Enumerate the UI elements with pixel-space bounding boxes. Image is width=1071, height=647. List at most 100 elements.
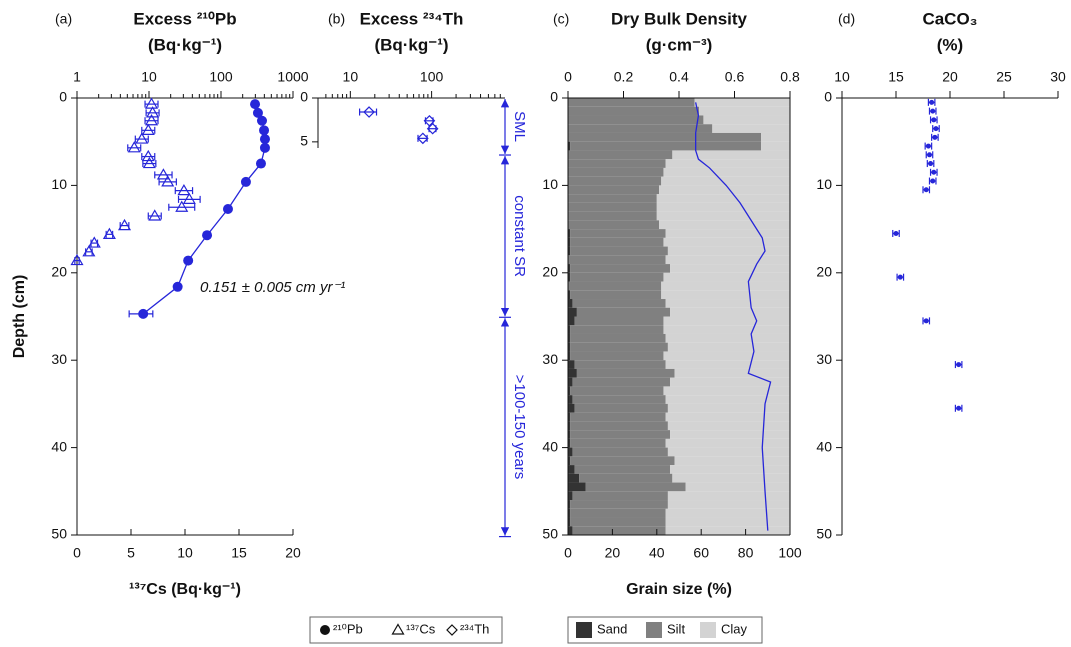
bar-segment [712, 124, 790, 133]
x-tick-label: 1000 [277, 69, 308, 85]
point [175, 200, 189, 212]
y-tick-label: 30 [51, 351, 67, 367]
point [923, 318, 929, 324]
bar-segment [568, 167, 664, 177]
bar-segment [568, 368, 577, 378]
y-tick-label: 0 [59, 89, 67, 105]
bar-segment [665, 255, 790, 265]
x-tick-label: 20 [942, 69, 958, 85]
chart-title: Excess ²³⁴Th [360, 9, 464, 28]
bar-segment [670, 430, 790, 439]
point [148, 209, 162, 221]
legend-label: Clay [721, 621, 748, 636]
bar-segment [663, 316, 790, 326]
x2-tick-label: 60 [693, 545, 709, 561]
error-bar [174, 187, 194, 195]
x-tick-label: 0.2 [614, 69, 634, 85]
bar-segment [570, 264, 671, 273]
bar-segment [703, 115, 790, 125]
bar-segment [568, 508, 571, 518]
bar-segment [570, 430, 671, 439]
point [127, 141, 141, 153]
bar-segment [570, 229, 666, 238]
x-tick-label: 100 [209, 69, 233, 85]
bar-segment [694, 98, 790, 107]
bar-segment [570, 500, 668, 509]
point [141, 123, 155, 135]
chart-subtitle: (Bq·kg⁻¹) [148, 35, 222, 54]
point [426, 122, 439, 135]
legend-label: Sand [597, 621, 627, 636]
y-tick-label: 30 [542, 351, 558, 367]
bar-segment [670, 377, 790, 387]
error-bar [134, 135, 149, 143]
bar-segment [667, 421, 790, 431]
bar-segment [568, 342, 571, 352]
bar-segment [665, 412, 790, 422]
bar-segment [661, 281, 790, 291]
point [363, 106, 375, 118]
legend-label: ²³⁴Th [460, 621, 489, 636]
point [320, 625, 330, 635]
bar-segment [568, 106, 699, 116]
legend-swatch [646, 622, 662, 638]
bar-segment [568, 412, 571, 422]
bar-segment [674, 368, 790, 378]
bar-segment [570, 438, 666, 448]
annotation: 0.151 ± 0.005 cm yr⁻¹ [200, 279, 345, 296]
error-bar [158, 178, 177, 186]
bar-segment [568, 316, 575, 326]
bar-segment [568, 447, 573, 457]
bar-segment [568, 351, 571, 361]
bar-segment [667, 342, 790, 352]
bar-segment [570, 325, 664, 334]
bar-segment [568, 491, 573, 501]
point [923, 187, 929, 193]
bar-segment [568, 202, 657, 212]
bar-segment [568, 220, 660, 230]
point [929, 99, 935, 105]
bar-segment [665, 517, 790, 527]
point [928, 161, 934, 167]
bar-segment [568, 377, 573, 387]
point [138, 308, 149, 319]
bar-segment [659, 220, 790, 230]
bar-segment [572, 377, 671, 387]
point [252, 107, 263, 118]
point [172, 281, 183, 292]
error-bar [154, 171, 173, 179]
y-tick-label: 40 [51, 438, 67, 454]
point [117, 218, 132, 231]
chart-title: Dry Bulk Density [611, 9, 748, 28]
bar-segment [663, 386, 790, 396]
point [87, 236, 101, 248]
bar-segment [568, 255, 666, 265]
bar-segment [568, 456, 571, 466]
legend-swatch [576, 622, 592, 638]
zone-label: SML [511, 111, 528, 142]
bar-segment [568, 124, 713, 133]
bar-segment [761, 141, 790, 151]
point [933, 126, 939, 132]
point [144, 114, 159, 126]
bar-segment [665, 229, 790, 238]
bar-segment [568, 290, 571, 300]
legend-swatch [700, 622, 716, 638]
point [82, 245, 96, 257]
x2-tick-label: 15 [231, 545, 247, 561]
point [925, 143, 931, 149]
error-bar [144, 117, 159, 125]
bar-segment [570, 272, 664, 282]
legend-box [309, 616, 503, 644]
zone-label: >100-150 years [511, 375, 528, 480]
bar-segment [568, 211, 657, 221]
bar-segment [568, 421, 571, 431]
x-tick-label: 10 [834, 69, 850, 85]
x-tick-label: 10 [141, 69, 157, 85]
point [256, 115, 267, 126]
bar-segment [570, 333, 666, 343]
x2-tick-label: 100 [778, 545, 802, 561]
bar-segment [568, 500, 571, 509]
chart-subtitle: (Bq·kg⁻¹) [374, 35, 448, 54]
